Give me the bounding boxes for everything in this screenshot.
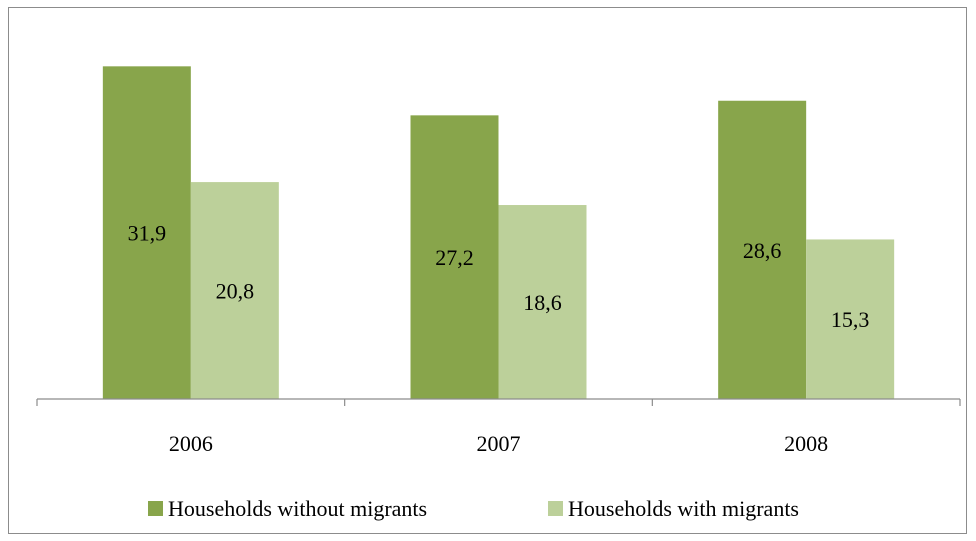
bar-2008-with-migrants: [806, 239, 895, 399]
bars-group: [102, 66, 895, 399]
bar-2006-without-migrants: [102, 66, 191, 399]
legend-swatch: [548, 501, 563, 516]
x-axis: 2006 2007 2008: [36, 398, 961, 456]
legend-swatch: [148, 501, 163, 516]
x-tick-label: 2006: [169, 431, 213, 456]
bar-2006-with-migrants: [190, 182, 279, 399]
bar-2007-without-migrants: [410, 115, 499, 399]
data-labels-group: 31,9 20,8 27,2 18,6 28,6 15,3: [128, 221, 870, 333]
data-label: 15,3: [831, 307, 870, 332]
bar-2008-without-migrants: [718, 100, 807, 399]
legend-label: Households without migrants: [168, 496, 427, 521]
data-label: 28,6: [743, 238, 782, 263]
data-label: 20,8: [216, 279, 255, 304]
legend: Households without migrants Households wi…: [148, 496, 799, 521]
data-label: 31,9: [128, 221, 167, 246]
bar-2007-with-migrants: [498, 205, 587, 399]
data-label: 27,2: [435, 245, 474, 270]
x-tick-label: 2008: [784, 431, 828, 456]
x-tick-label: 2007: [477, 431, 521, 456]
data-label: 18,6: [523, 290, 562, 315]
legend-label: Households with migrants: [568, 496, 799, 521]
